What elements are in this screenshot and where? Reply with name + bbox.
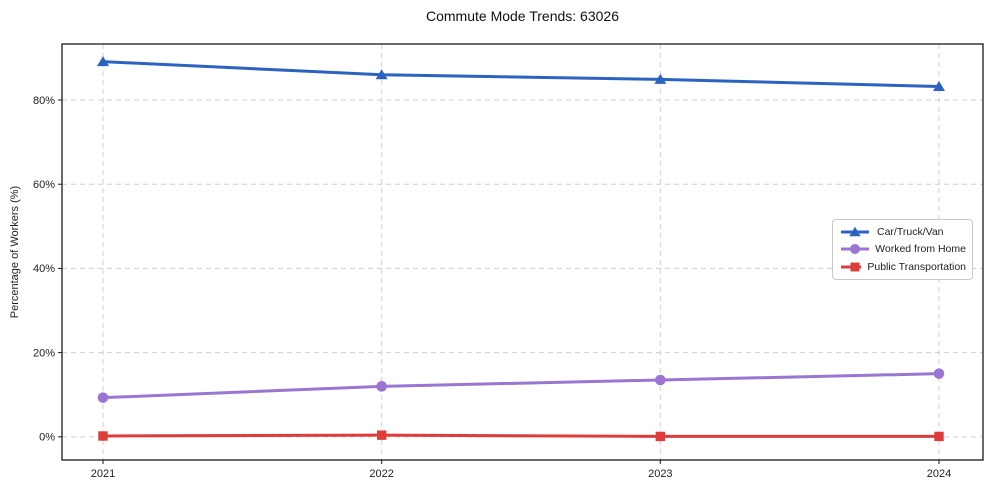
marker-triangle — [849, 226, 861, 237]
marker-triangle — [97, 56, 109, 67]
marker-circle — [97, 392, 109, 403]
legend-triangle-icon — [841, 226, 869, 237]
marker-square — [655, 431, 666, 442]
marker-square — [376, 430, 387, 440]
marker-circle — [655, 374, 666, 386]
legend-label: Car/Truck/Van — [877, 225, 944, 238]
y-tick-label: 20% — [33, 347, 55, 359]
y-tick-label: 60% — [33, 179, 55, 191]
marker-triangle — [375, 69, 388, 80]
series-line-car-truck-van — [101, 60, 941, 89]
legend-entry-car-truck-van: Car/Truck/Van — [839, 225, 966, 239]
plot-border — [61, 43, 984, 461]
marker-circle — [849, 244, 861, 255]
marker-square — [934, 431, 944, 442]
y-tick-label: 80% — [33, 95, 55, 107]
legend-square-icon — [841, 262, 862, 272]
marker-square — [98, 431, 108, 441]
x-tick-label: 2023 — [648, 468, 672, 480]
marker-triangle — [933, 81, 945, 92]
marker-circle — [376, 381, 387, 392]
legend-label: Public Transportation — [867, 261, 966, 274]
legend-label: Worked from Home — [875, 243, 966, 256]
legend-box: Car/Truck/Van Worked from Home Public Tran… — [832, 219, 973, 280]
x-tick-label: 2022 — [369, 468, 393, 480]
series-line-worked-from-home — [101, 372, 941, 400]
legend-entry-public-transportation: Public Transportation — [839, 260, 966, 274]
marker-square — [850, 262, 860, 272]
legend-entry-worked-from-home: Worked from Home — [839, 242, 966, 256]
x-tick-label: 2021 — [91, 468, 115, 480]
y-tick-label: 40% — [33, 263, 55, 275]
legend-circle-icon — [841, 244, 869, 255]
marker-circle — [933, 368, 945, 379]
x-tick-label: 2024 — [927, 468, 951, 480]
chart-title: Commute Mode Trends: 63026 — [426, 8, 619, 24]
y-tick-label: 0% — [39, 432, 55, 444]
series-line-public-transportation — [101, 433, 941, 438]
marker-triangle — [654, 73, 667, 84]
